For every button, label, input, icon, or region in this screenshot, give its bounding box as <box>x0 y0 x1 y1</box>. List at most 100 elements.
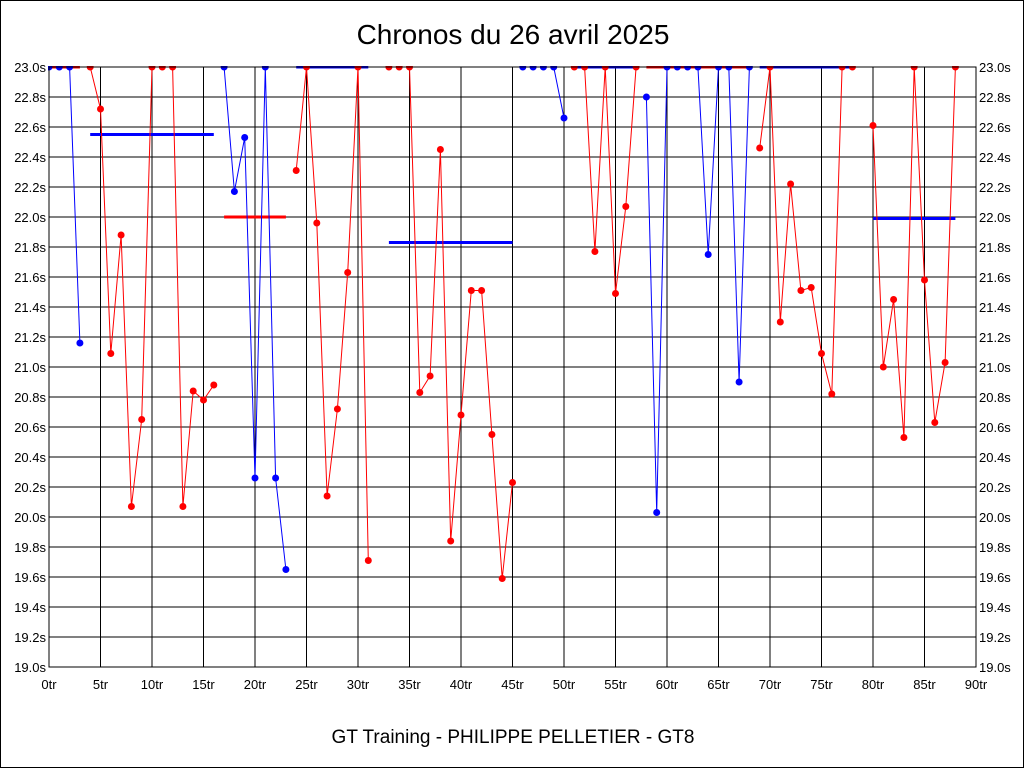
lap-point <box>179 503 187 510</box>
lap-point <box>107 350 115 357</box>
y-tick-label-left: 21.0s <box>14 360 46 375</box>
lap-point <box>787 180 795 188</box>
x-axis-label: GT Training - PHILIPPE PELLETIER - GT8 <box>332 727 695 748</box>
lap-point <box>97 105 104 113</box>
y-tick-label-left: 20.4s <box>14 450 46 465</box>
lap-point <box>921 276 928 284</box>
x-tick-label: 25tr <box>295 677 318 692</box>
lap-point <box>344 269 352 276</box>
series-line <box>388 66 513 579</box>
lap-point <box>467 287 475 294</box>
y-tick-label-left: 22.6s <box>14 120 46 135</box>
lap-point <box>210 381 218 389</box>
y-tick-label-left: 23.0s <box>14 60 46 75</box>
series-line <box>872 66 956 438</box>
y-tick-label-right: 22.6s <box>979 120 1011 135</box>
lap-point <box>797 287 805 294</box>
x-tick-label: 85tr <box>913 677 936 692</box>
y-tick-label-left: 19.0s <box>14 660 46 675</box>
lap-point <box>138 416 146 423</box>
lap-point <box>498 575 506 582</box>
y-tick-label-left: 20.2s <box>14 480 46 495</box>
lap-point <box>436 146 444 153</box>
lap-point <box>560 114 568 122</box>
series-line <box>49 66 81 344</box>
lap-point <box>869 122 877 129</box>
y-tick-label-right: 20.8s <box>979 390 1011 405</box>
lap-point <box>127 503 135 510</box>
x-tick-label: 30tr <box>347 677 370 692</box>
y-tick-label-right: 20.0s <box>979 510 1011 525</box>
y-tick-label-right: 19.0s <box>979 660 1011 675</box>
lap-point <box>416 389 424 396</box>
y-tick-label-right: 19.4s <box>979 600 1011 615</box>
x-tick-label: 40tr <box>450 677 473 692</box>
y-tick-label-right: 20.6s <box>979 420 1011 435</box>
lap-point <box>478 287 486 294</box>
y-tick-label-left: 21.6s <box>14 270 46 285</box>
lap-point <box>282 566 290 573</box>
lap-point <box>488 431 496 438</box>
lap-point <box>313 219 321 227</box>
lap-point <box>117 231 125 239</box>
x-tick-label: 65tr <box>707 677 730 692</box>
y-tick-label-left: 22.2s <box>14 180 46 195</box>
y-tick-label-right: 19.2s <box>979 630 1011 645</box>
lap-point <box>426 372 434 380</box>
lap-point <box>200 396 207 404</box>
y-tick-label-right: 23.0s <box>979 60 1011 75</box>
x-tick-label: 55tr <box>604 677 627 692</box>
x-tick-label: 5tr <box>93 677 109 692</box>
lap-point <box>76 339 84 347</box>
lap-point <box>900 434 908 441</box>
y-tick-label-right: 20.4s <box>979 450 1011 465</box>
lap-point <box>323 492 331 500</box>
chart-title: Chronos du 26 avril 2025 <box>357 19 670 50</box>
series-line <box>759 66 853 395</box>
y-tick-label-right: 21.8s <box>979 240 1011 255</box>
series-line <box>522 66 565 119</box>
lap-point <box>828 390 836 398</box>
lap-point <box>642 93 650 101</box>
x-tick-label: 60tr <box>656 677 679 692</box>
lap-point <box>272 474 280 482</box>
x-tick-label: 0tr <box>41 677 57 692</box>
y-tick-label-left: 19.4s <box>14 600 46 615</box>
lap-point <box>509 479 516 486</box>
lap-point <box>230 188 238 195</box>
y-tick-label-right: 22.0s <box>979 210 1011 225</box>
lap-point <box>735 378 743 386</box>
y-tick-label-left: 19.8s <box>14 540 46 555</box>
lap-point <box>807 284 815 291</box>
y-tick-label-right: 20.2s <box>979 480 1011 495</box>
y-tick-label-left: 21.4s <box>14 300 46 315</box>
x-tick-label: 10tr <box>141 677 164 692</box>
lap-point <box>292 167 300 174</box>
series-line <box>645 66 750 513</box>
lap-point <box>653 509 661 516</box>
y-tick-label-right: 21.0s <box>979 360 1011 375</box>
y-tick-label-right: 22.8s <box>979 90 1011 105</box>
plot-frame <box>48 66 977 668</box>
x-tick-label: 50tr <box>553 677 576 692</box>
y-tick-label-right: 19.6s <box>979 570 1011 585</box>
lap-point <box>756 144 764 152</box>
y-tick-label-right: 22.2s <box>979 180 1011 195</box>
y-tick-label-left: 22.4s <box>14 150 46 165</box>
y-tick-label-left: 19.6s <box>14 570 46 585</box>
y-tick-label-right: 21.2s <box>979 330 1011 345</box>
x-tick-label: 15tr <box>192 677 215 692</box>
y-tick-label-left: 20.0s <box>14 510 46 525</box>
series-line <box>574 66 637 294</box>
lap-point <box>612 290 619 297</box>
y-tick-label-left: 20.6s <box>14 420 46 435</box>
x-tick-label: 70tr <box>759 677 782 692</box>
lap-point <box>189 387 197 395</box>
lap-point <box>622 203 630 210</box>
y-tick-label-left: 21.2s <box>14 330 46 345</box>
x-tick-label: 20tr <box>244 677 267 692</box>
x-tick-label: 45tr <box>501 677 524 692</box>
lap-point <box>704 251 712 258</box>
lap-point <box>776 318 784 326</box>
